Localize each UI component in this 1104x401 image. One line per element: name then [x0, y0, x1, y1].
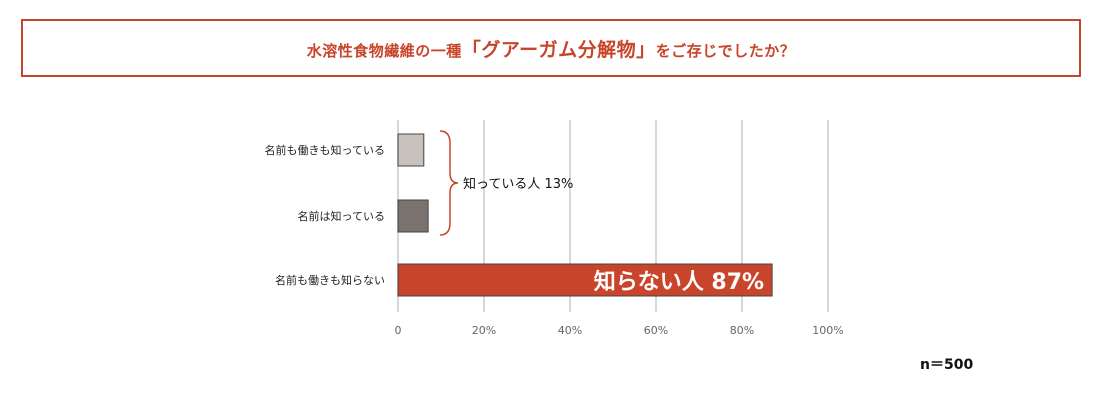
- bar: [397, 133, 425, 167]
- sample-size-note: n＝500: [920, 357, 974, 373]
- title-box: 水溶性食物繊維の一種「グアーガム分解物」をご存じでしたか？: [21, 19, 1081, 77]
- x-tick-label: 60%: [644, 324, 668, 337]
- group-brace: [439, 130, 459, 236]
- x-tick-label: 40%: [558, 324, 582, 337]
- title-before: 水溶性食物繊維の一種: [306, 41, 462, 60]
- x-tick-label: 100%: [812, 324, 843, 337]
- bar-value-label: 知らない人 87%: [594, 269, 764, 295]
- bar: [397, 263, 773, 297]
- title-after: をご存じでしたか？: [655, 41, 796, 60]
- x-tick-label: 20%: [472, 324, 496, 337]
- category-label: 名前は知っている: [298, 209, 385, 223]
- x-tick-label: 0: [395, 324, 402, 337]
- x-tick-label: 80%: [730, 324, 754, 337]
- bar: [397, 199, 429, 233]
- chart-title: 水溶性食物繊維の一種「グアーガム分解物」をご存じでしたか？: [307, 35, 795, 62]
- group-annotation: 知っている人 13%: [463, 176, 573, 192]
- title-highlight: 「グアーガム分解物」: [461, 38, 656, 61]
- category-label: 名前も働きも知っている: [265, 143, 385, 157]
- category-label: 名前も働きも知らない: [275, 273, 385, 287]
